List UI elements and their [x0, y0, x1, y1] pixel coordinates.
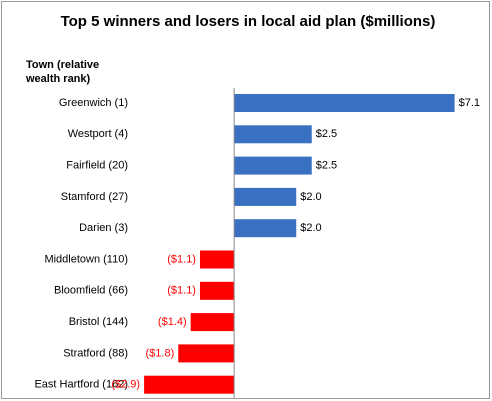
value-label: $2.5	[316, 128, 337, 140]
bar	[144, 375, 235, 394]
value-label: $7.1	[459, 97, 480, 109]
value-label: ($1.4)	[158, 316, 187, 328]
value-label: ($1.8)	[146, 347, 175, 359]
value-label: ($2.9)	[111, 379, 140, 391]
bar	[234, 187, 297, 206]
y-tick-label: Middletown (110)	[44, 253, 128, 265]
bar	[199, 250, 235, 269]
y-tick-label: Westport (4)	[68, 128, 128, 140]
chart-title: Top 5 winners and losers in local aid pl…	[61, 13, 436, 30]
bar	[234, 125, 312, 144]
y-tick-label: Bristol (144)	[69, 316, 128, 328]
value-label: ($1.1)	[167, 253, 196, 265]
bar	[234, 156, 312, 175]
value-label: $2.0	[300, 222, 321, 234]
y-tick-label: Bloomfield (66)	[54, 285, 128, 297]
bar	[190, 313, 235, 332]
bar	[234, 219, 297, 238]
y-tick-label: Stamford (27)	[61, 191, 128, 203]
y-tick-label: Darien (3)	[79, 222, 128, 234]
y-tick-label: Fairfield (20)	[66, 160, 128, 172]
y-axis-label: Town (relative wealth rank)	[26, 59, 100, 85]
value-label: ($1.1)	[167, 285, 196, 297]
bar	[199, 281, 235, 300]
bar	[178, 344, 235, 363]
y-tick-label: East Hartford (162)	[34, 379, 128, 391]
value-label: $2.5	[316, 160, 337, 172]
y-tick-label: Greenwich (1)	[59, 97, 128, 109]
value-label: $2.0	[300, 191, 321, 203]
bar	[234, 94, 455, 112]
y-tick-label: Stratford (88)	[63, 347, 128, 359]
